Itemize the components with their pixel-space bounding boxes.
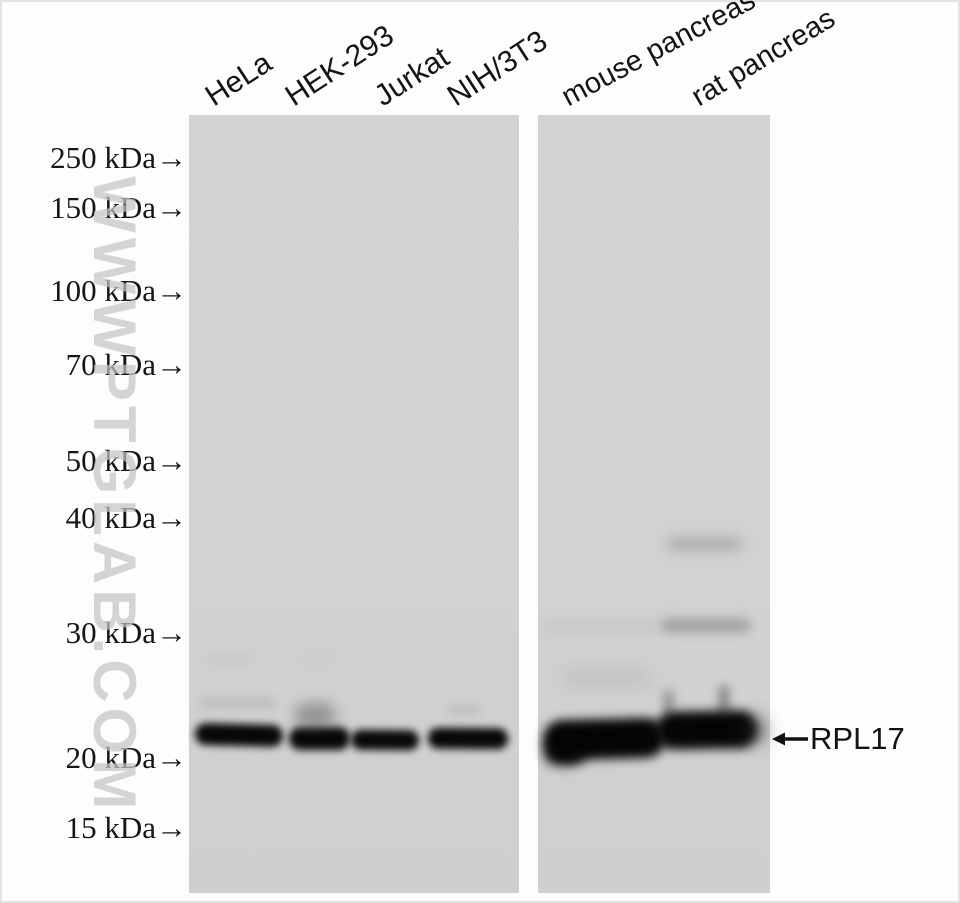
marker-label-50kda: 50 kDa→ (65, 443, 187, 478)
marker-label-40kda: 40 kDa→ (65, 500, 187, 535)
marker-label-250kda: 250 kDa→ (50, 140, 187, 175)
wisp-hela-above-band (200, 699, 276, 707)
smudge-hek-above-band (294, 703, 336, 727)
band-nih3t3 (427, 727, 509, 750)
faint-band-rat-37kda (666, 537, 743, 551)
marker-label-100kda: 100 kDa→ (50, 273, 187, 308)
faint-smear-mouse-31kda (542, 622, 662, 630)
wisp-hela-upper (205, 654, 257, 662)
faint-band-rat-31kda (661, 618, 751, 633)
target-protein-label: RPL17 (810, 721, 905, 756)
marker-label-150kda: 150 kDa→ (50, 190, 187, 225)
band-mouse-pancreas-bulge (545, 741, 585, 765)
band-rat-pancreas-fade (737, 716, 767, 744)
lane-label-hela: HeLa (199, 46, 278, 113)
smear-rat-vertical-1 (664, 690, 673, 718)
marker-label-70kda: 70 kDa→ (65, 347, 187, 382)
left-arrow-icon (772, 732, 808, 746)
smear-rat-vertical-2 (719, 685, 729, 719)
wisp-nih-above-band (448, 706, 480, 714)
marker-label-20kda: 20 kDa→ (65, 740, 187, 775)
target-annotation: RPL17 (771, 721, 905, 756)
haze-mouse-above-band (560, 670, 652, 686)
blot-panel-right (538, 115, 770, 893)
marker-label-15kda: 15 kDa→ (65, 810, 187, 845)
watermark: WWWPTGLAB.COM (81, 176, 148, 815)
band-hela (194, 722, 284, 748)
marker-label-30kda: 30 kDa→ (65, 615, 187, 650)
blot-panel-left (189, 115, 519, 893)
band-jurkat (350, 729, 420, 751)
band-hek293 (289, 727, 350, 750)
lane-label-nih-3t3: NIH/3T3 (441, 24, 554, 113)
wisp-hek-upper (298, 656, 338, 663)
